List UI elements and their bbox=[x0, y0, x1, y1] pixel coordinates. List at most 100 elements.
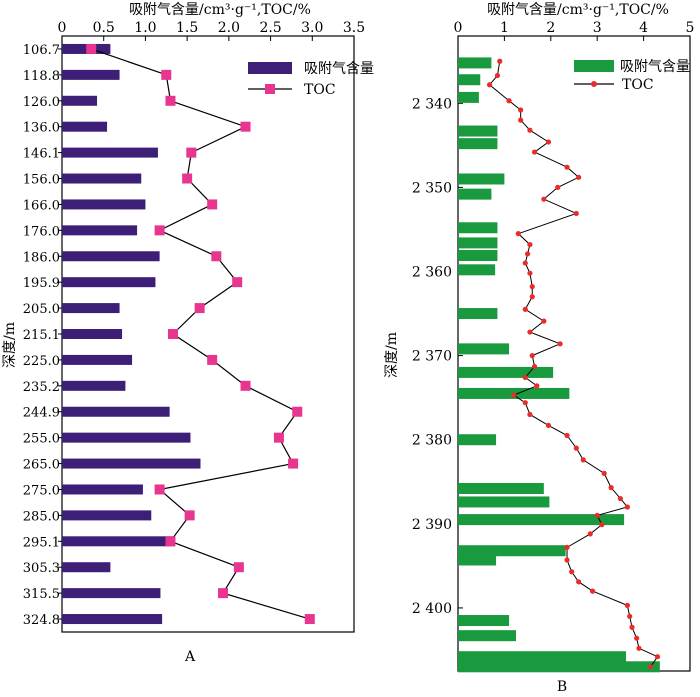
panel-a-bar bbox=[62, 588, 161, 599]
panel-a-x-tick-label: 2.0 bbox=[218, 20, 240, 36]
panel-b-bar bbox=[458, 651, 626, 663]
panel-b-toc-marker bbox=[601, 470, 607, 476]
panel-b-toc-marker bbox=[636, 645, 642, 651]
panel-b-x-tick-label: 2 bbox=[546, 20, 555, 36]
panel-b-bar bbox=[458, 661, 660, 673]
panel-a-x-tick-label: 1.5 bbox=[176, 20, 198, 36]
panel-a-bar bbox=[62, 69, 120, 80]
panel-a-toc-marker bbox=[240, 121, 251, 132]
panel-b-x-tick-label: 5 bbox=[686, 20, 695, 36]
panel-a-y-tick-label: 305.3 bbox=[23, 561, 60, 576]
panel-a-y-tick-label: 156.0 bbox=[23, 173, 60, 188]
panel-b-toc-marker bbox=[531, 149, 538, 155]
panel-a-y-tick-label: 205.0 bbox=[23, 302, 60, 317]
panel-b-y-tick-label: 2 370 bbox=[412, 349, 452, 365]
panel-b-toc-marker bbox=[527, 411, 533, 418]
panel-a-y-tick-label: 295.1 bbox=[23, 535, 60, 550]
panel-b-toc-marker bbox=[555, 184, 561, 190]
panel-b-toc-marker bbox=[522, 400, 528, 406]
panel-b-bar bbox=[458, 57, 492, 69]
panel-b-bar bbox=[458, 237, 498, 249]
panel-a-bar bbox=[62, 510, 152, 521]
panel-b-toc-marker bbox=[518, 107, 524, 113]
panel-b-bar bbox=[458, 188, 492, 200]
panel-b-bar bbox=[458, 366, 554, 378]
legend-a-toc-marker bbox=[265, 84, 275, 94]
panel-a-bar bbox=[62, 562, 111, 573]
panel-b-toc-marker bbox=[617, 495, 624, 502]
panel-b-bar bbox=[458, 554, 497, 566]
panel-b-toc-marker bbox=[531, 363, 538, 370]
panel-a-toc-line bbox=[91, 48, 310, 620]
panel-b-toc-marker bbox=[627, 613, 633, 619]
panel-b-bar bbox=[458, 74, 481, 86]
panel-b-toc-marker bbox=[647, 664, 654, 670]
panel-b-toc-marker bbox=[522, 374, 528, 381]
panel-b-toc-marker bbox=[545, 139, 552, 145]
panel-b-toc-marker bbox=[564, 432, 570, 439]
panel-a-y-tick-label: 255.0 bbox=[23, 432, 60, 447]
panel-a-bar bbox=[62, 484, 143, 495]
panel-b-toc-marker bbox=[589, 588, 596, 594]
panel-b-toc-marker bbox=[534, 383, 540, 389]
panel-b-toc-marker bbox=[573, 445, 579, 451]
panel-a-bar bbox=[62, 354, 133, 365]
panel-a-bar bbox=[62, 406, 170, 417]
panel-b-bar bbox=[458, 250, 498, 262]
panel-b-toc-marker bbox=[576, 174, 582, 180]
panel-b-bar bbox=[458, 343, 510, 355]
panel-a-toc-marker bbox=[165, 95, 176, 106]
panel-a-toc-marker bbox=[165, 536, 176, 547]
panel-b-bar bbox=[458, 125, 498, 137]
panel-a-y-tick-label: 285.0 bbox=[23, 509, 60, 524]
legend-a-bar-label: 吸附气含量 bbox=[304, 61, 374, 77]
panel-a-toc-marker bbox=[211, 251, 222, 262]
panel-b-x-tick-label: 4 bbox=[639, 20, 648, 36]
legend-b-bar-label: 吸附气含量 bbox=[620, 59, 690, 75]
panel-a-bar bbox=[62, 277, 156, 288]
panel-b-toc-marker bbox=[564, 544, 570, 550]
panel-b-toc-marker bbox=[527, 127, 533, 133]
panel-a-bar bbox=[62, 303, 120, 314]
panel-b-toc-marker bbox=[569, 569, 575, 575]
panel-b-toc-marker bbox=[608, 485, 614, 491]
legend-b-bar-swatch bbox=[574, 60, 614, 72]
panel-b-legend: 吸附气含量 TOC bbox=[574, 59, 690, 93]
panel-a-bar bbox=[62, 380, 126, 391]
panel-a-y-tick-label: 106.7 bbox=[23, 43, 60, 58]
panel-b-toc-marker bbox=[511, 392, 517, 398]
panel-a-bar bbox=[62, 458, 201, 469]
panel-b-toc-marker bbox=[529, 294, 535, 300]
panel-a-toc-marker bbox=[233, 562, 244, 573]
panel-b-toc-marker bbox=[525, 251, 531, 257]
panel-a-x-tick-label: 0.5 bbox=[93, 20, 115, 36]
panel-a-x-tick-label: 1.0 bbox=[134, 20, 156, 36]
panel-b-bar bbox=[458, 222, 498, 234]
panel-b-bar bbox=[458, 138, 498, 150]
panel-a-legend: 吸附气含量 TOC bbox=[248, 61, 374, 98]
panel-b-y-tick-label: 2 350 bbox=[412, 180, 452, 196]
panel-b-xlabel: 吸附气含量/cm³·g⁻¹,TOC/% bbox=[487, 2, 669, 18]
panel-b-toc-marker bbox=[624, 504, 630, 510]
panel-a-bar bbox=[62, 43, 111, 54]
panel-b-y-tick-label: 2 360 bbox=[412, 264, 452, 280]
panel-b-toc-marker bbox=[573, 210, 579, 217]
panel-b-toc-marker bbox=[599, 522, 605, 528]
panel-b-toc-marker bbox=[629, 624, 635, 630]
panel-b-toc-marker bbox=[529, 284, 535, 290]
panel-b-toc-marker bbox=[522, 260, 528, 266]
panel-b-y-tick-label: 2 380 bbox=[412, 433, 452, 449]
panel-a-y-tick-label: 244.9 bbox=[23, 406, 60, 421]
panel-b-bar bbox=[458, 308, 498, 320]
panel-a-y-tick-label: 324.8 bbox=[23, 613, 60, 628]
panel-a-toc-marker bbox=[288, 458, 299, 469]
panel-a-y-tick-label: 195.9 bbox=[23, 276, 60, 291]
panel-b-toc-marker bbox=[494, 72, 501, 79]
panel-a: 吸附气含量/cm³·g⁻¹,TOC/% 深度/m A 0 0.5 1.0 1.5 2.0… bbox=[2, 2, 374, 665]
panel-b-bar bbox=[458, 615, 510, 627]
panel-a-toc-marker bbox=[186, 147, 197, 158]
panel-b-bar bbox=[458, 630, 516, 642]
panel-a-toc-marker bbox=[218, 588, 229, 599]
panel-b-y-tick-label: 2 390 bbox=[412, 517, 452, 533]
panel-a-bar bbox=[62, 199, 146, 210]
